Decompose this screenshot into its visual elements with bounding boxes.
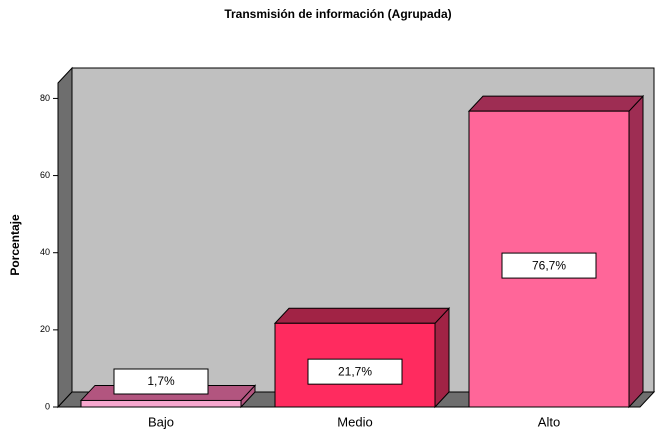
bar	[80, 399, 242, 408]
value-label-box	[501, 252, 597, 279]
value-label: 21,7%	[338, 364, 372, 378]
y-tick-label: 60	[40, 170, 50, 180]
y-tick-label: 20	[40, 324, 50, 334]
value-label: 1,7%	[147, 374, 175, 388]
y-tick-label: 0	[45, 401, 50, 411]
left-wall	[57, 66, 73, 409]
bar-side	[628, 94, 644, 409]
x-tick-label: Alto	[538, 414, 560, 429]
y-tick-label: 80	[40, 93, 50, 103]
chart-title: Transmisión de información (Agrupada)	[224, 7, 451, 21]
bar-top	[467, 95, 645, 112]
bar-top	[273, 307, 451, 324]
bar-side	[434, 307, 450, 409]
y-tick-label: 40	[40, 247, 50, 257]
value-label: 76,7%	[532, 258, 566, 272]
value-label-box	[307, 358, 403, 385]
x-tick-label: Medio	[337, 414, 372, 429]
value-label-box	[113, 368, 209, 395]
x-tick-label: Bajo	[148, 414, 174, 429]
y-axis-label: Porcentaje	[8, 214, 22, 276]
